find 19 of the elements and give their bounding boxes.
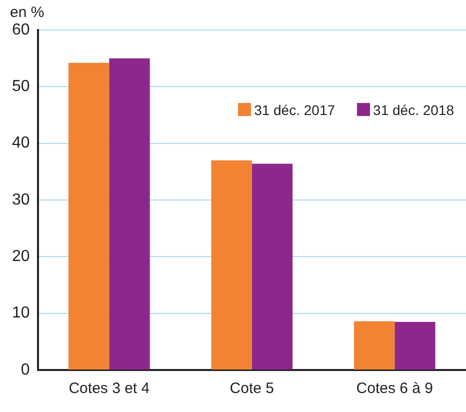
bar — [68, 62, 110, 370]
y-axis-title: en % — [10, 4, 44, 21]
y-tick-label: 10 — [12, 304, 30, 322]
x-tick-label: Cote 5 — [230, 380, 274, 398]
bar — [354, 321, 395, 370]
y-tick-label: 30 — [12, 191, 30, 208]
y-tick-label: 50 — [12, 78, 30, 96]
bar — [252, 164, 293, 370]
x-tick-label: Cotes 3 et 4 — [68, 380, 150, 398]
bar — [109, 58, 150, 370]
legend-label: 31 déc. 2017 — [253, 102, 336, 118]
y-tick-label: 0 — [20, 361, 30, 378]
legend-label: 31 déc. 2018 — [372, 102, 454, 118]
y-tick-label: 40 — [12, 134, 30, 152]
y-tick-label: 60 — [12, 21, 30, 38]
bar — [394, 322, 436, 370]
y-tick-label: 20 — [12, 248, 30, 266]
x-tick-label: Cotes 6 à 9 — [356, 380, 433, 398]
bar — [211, 160, 252, 370]
